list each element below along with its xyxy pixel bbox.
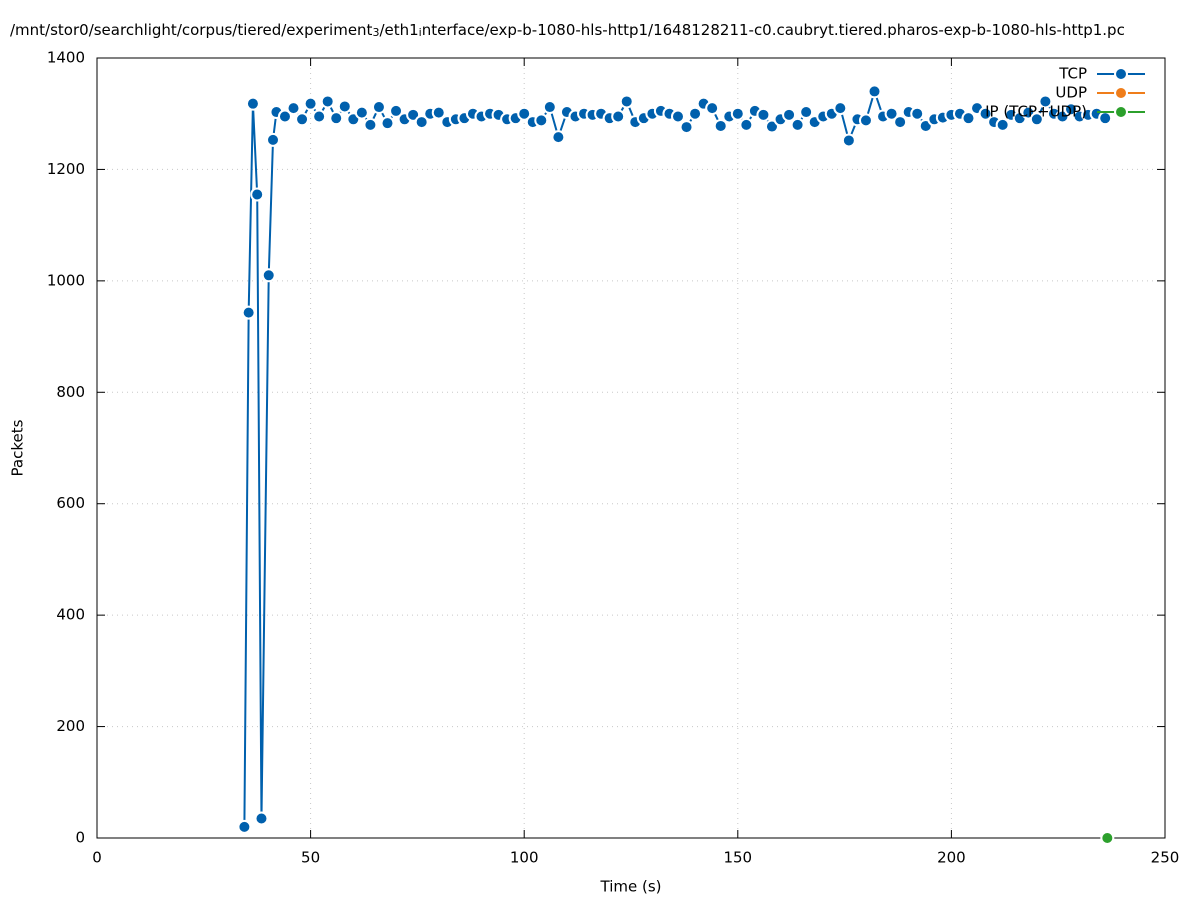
data-point — [320, 94, 335, 109]
data-point — [1038, 94, 1053, 109]
plot-border — [96, 57, 1166, 839]
data-point — [371, 100, 386, 115]
data-point — [679, 120, 694, 135]
x-tick-label: 200 — [937, 849, 966, 867]
data-point — [295, 112, 310, 127]
y-tick-label: 800 — [56, 383, 85, 401]
data-point — [431, 105, 446, 120]
x-tick-label: 50 — [301, 849, 320, 867]
data-point — [303, 96, 318, 111]
data-point — [542, 100, 557, 115]
data-point — [782, 107, 797, 122]
title-part: nterface/exp-b-1080-hls-http1/1648128211… — [422, 21, 1125, 39]
data-point — [961, 111, 976, 126]
title-part: /mnt/stor0/searchlight/corpus/tiered/exp… — [10, 21, 373, 39]
data-point — [354, 105, 369, 120]
x-tick-label: 100 — [510, 849, 539, 867]
y-axis-label: Packets — [9, 419, 27, 476]
data-point — [688, 106, 703, 121]
data-point — [619, 94, 634, 109]
data-point — [380, 116, 395, 131]
legend-label: UDP — [1055, 84, 1087, 102]
data-point — [329, 111, 344, 126]
y-tick-label: 400 — [56, 606, 85, 624]
data-point — [237, 819, 252, 834]
data-point — [261, 268, 276, 283]
data-point — [884, 106, 899, 121]
data-point — [312, 109, 327, 124]
x-tick-label: 150 — [723, 849, 752, 867]
data-point — [241, 305, 256, 320]
data-point — [910, 106, 925, 121]
legend-marker — [1114, 86, 1128, 100]
data-point — [790, 117, 805, 132]
data-point — [250, 187, 265, 202]
data-point — [363, 117, 378, 132]
y-tick-label: 1400 — [47, 49, 85, 67]
data-point — [611, 109, 626, 124]
chart-title: /mnt/stor0/searchlight/corpus/tiered/exp… — [10, 21, 1125, 40]
data-point — [277, 109, 292, 124]
legend-label: IP (TCP+UDP) — [985, 103, 1087, 121]
title-part: /eth1 — [379, 21, 418, 39]
legend-label: TCP — [1058, 65, 1087, 83]
data-point — [893, 115, 908, 130]
data-point — [713, 118, 728, 133]
y-tick-label: 0 — [75, 829, 85, 847]
y-tick-label: 600 — [56, 494, 85, 512]
data-point — [670, 109, 685, 124]
series-line — [243, 88, 1106, 827]
data-point — [858, 113, 873, 128]
title-part: 3 — [372, 26, 379, 39]
data-point — [414, 115, 429, 130]
data-point — [833, 101, 848, 116]
data-point — [705, 101, 720, 116]
data-point — [245, 96, 260, 111]
data-point — [995, 117, 1010, 132]
data-point — [551, 130, 566, 145]
data-point — [1098, 111, 1113, 126]
data-point — [841, 133, 856, 148]
data-point — [978, 106, 993, 121]
data-point — [286, 101, 301, 116]
data-point — [799, 105, 814, 120]
legend-marker — [1114, 67, 1128, 81]
x-tick-label: 250 — [1151, 849, 1180, 867]
data-point — [534, 113, 549, 128]
y-tick-label: 1000 — [47, 271, 85, 289]
data-point — [389, 103, 404, 118]
data-point — [337, 99, 352, 114]
data-point — [266, 132, 281, 147]
data-point — [867, 84, 882, 99]
legend-marker — [1114, 105, 1128, 119]
title-part: i — [419, 26, 422, 39]
data-point — [756, 107, 771, 122]
data-point — [517, 106, 532, 121]
data-point — [739, 117, 754, 132]
data-point — [254, 811, 269, 826]
x-tick-label: 0 — [92, 849, 102, 867]
y-tick-label: 200 — [56, 717, 85, 735]
data-point — [1100, 831, 1115, 845]
data-point — [730, 106, 745, 121]
x-axis-label: Time (s) — [600, 878, 662, 896]
y-tick-label: 1200 — [47, 160, 85, 178]
data-point — [1029, 112, 1044, 127]
